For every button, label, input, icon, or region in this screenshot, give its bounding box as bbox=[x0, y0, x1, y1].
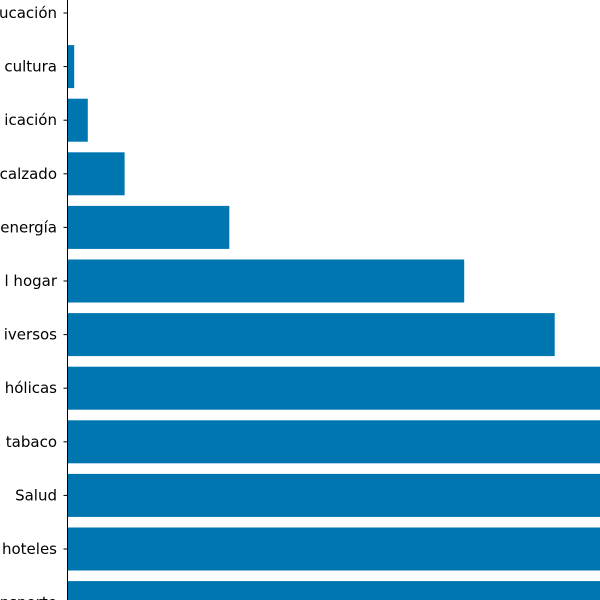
bar-11 bbox=[68, 527, 600, 571]
y-tick-label-11: hoteles bbox=[2, 540, 57, 558]
y-tick-label-12: nsporte bbox=[0, 594, 57, 600]
bar-4 bbox=[68, 152, 125, 196]
bar-6 bbox=[68, 259, 465, 303]
y-tick-label-1: ucación bbox=[0, 4, 57, 22]
bar-8 bbox=[68, 366, 600, 410]
y-tick-label-4: calzado bbox=[0, 165, 57, 183]
y-tick-label-6: l hogar bbox=[5, 272, 58, 290]
bar-5 bbox=[68, 205, 230, 249]
y-tick-label-group: ucación cultura icación calzado energía l hog… bbox=[0, 4, 58, 600]
y-tick-label-3: icación bbox=[4, 111, 57, 129]
bar-12 bbox=[68, 581, 600, 600]
y-tick-label-5: energía bbox=[0, 218, 57, 236]
y-tick-label-2: cultura bbox=[4, 58, 57, 76]
y-tick-group bbox=[63, 12, 68, 550]
y-tick-label-9: tabaco bbox=[6, 433, 57, 451]
bar-3 bbox=[68, 98, 88, 142]
y-tick-label-7: iversos bbox=[4, 326, 57, 344]
y-tick-label-10: Salud bbox=[15, 486, 57, 504]
y-tick-label-8: hólicas bbox=[5, 379, 57, 397]
bar-group bbox=[68, 45, 600, 600]
bar-7 bbox=[68, 313, 555, 357]
bar-9 bbox=[68, 420, 600, 464]
bar-2 bbox=[68, 45, 75, 89]
bar-10 bbox=[68, 473, 600, 517]
